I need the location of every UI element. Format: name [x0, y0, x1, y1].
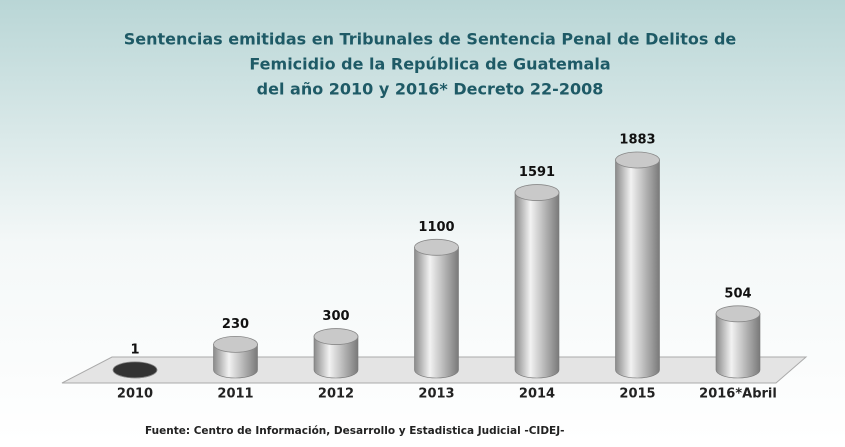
- bar-part: [615, 159, 660, 379]
- chart-title: Sentencias emitidas en Tribunales de Sen…: [124, 30, 737, 49]
- data-label: 504: [724, 286, 751, 301]
- x-tick-label: 2012: [318, 387, 354, 402]
- bar-part: [213, 344, 258, 379]
- bar-part: [414, 247, 459, 379]
- chart-title: del año 2010 y 2016* Decreto 22-2008: [257, 80, 604, 99]
- bar: [615, 151, 660, 379]
- bar-part: [313, 328, 359, 345]
- data-label: 300: [322, 309, 349, 324]
- data-label: 1883: [619, 133, 655, 148]
- data-label: 1591: [519, 165, 555, 180]
- bar-part: [313, 336, 359, 379]
- x-tick-label: 2014: [519, 387, 555, 402]
- bar-part: [715, 313, 761, 379]
- bar-part: [514, 184, 560, 201]
- x-tick-label: 2016*Abril: [699, 387, 777, 402]
- bar-part: [715, 305, 761, 323]
- bar: [313, 328, 359, 379]
- data-label: 1100: [418, 220, 454, 235]
- bar: [414, 238, 459, 379]
- bar-part: [514, 192, 560, 379]
- bar-part: [112, 361, 158, 379]
- bar: [213, 335, 258, 379]
- bar: [514, 184, 560, 379]
- x-tick-label: 2015: [619, 387, 655, 402]
- bar-part: [213, 335, 258, 353]
- source-note: Fuente: Centro de Información, Desarroll…: [145, 425, 564, 437]
- bar: [112, 361, 158, 379]
- x-tick-label: 2010: [117, 387, 153, 402]
- data-label: 230: [222, 317, 249, 332]
- x-tick-label: 2011: [217, 387, 253, 402]
- x-tick-label: 2013: [418, 387, 454, 402]
- chart-title: Femicidio de la República de Guatemala: [249, 55, 610, 74]
- bar-part: [615, 151, 660, 169]
- bar-part: [414, 238, 459, 256]
- data-label: 1: [130, 342, 139, 357]
- bar: [715, 305, 761, 379]
